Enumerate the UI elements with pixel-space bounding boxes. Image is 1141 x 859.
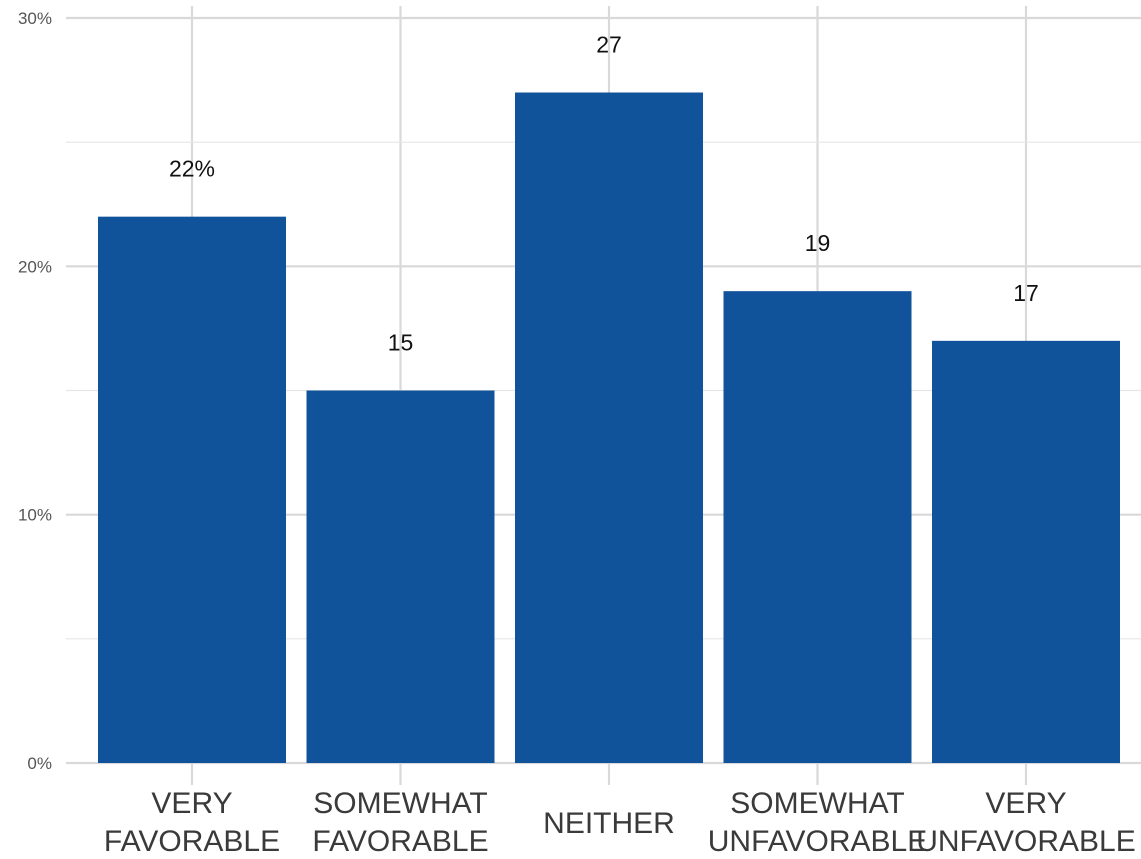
y-tick-label: 20% [18,257,52,276]
bar [306,390,495,763]
bar [723,291,912,763]
bar [98,216,286,763]
bars [98,92,1120,763]
x-tick-label: UNFAVORABLE [916,825,1136,858]
bar [932,340,1120,763]
x-tick-label: VERY [985,787,1066,820]
x-tick-label: FAVORABLE [104,825,280,858]
labels: 22% VERY FAVORABLE 15 SOMEWHAT FAVORABLE 27 NEI… [104,32,1136,859]
data-label: 19 [805,230,831,256]
bar [515,92,703,763]
x-tick-label: SOMEWHAT [730,787,904,820]
x-tick-label: VERY [151,787,232,820]
y-tick-label: 30% [18,9,52,28]
x-tick-label: SOMEWHAT [313,787,487,820]
x-tick-label: UNFAVORABLE [708,825,928,858]
data-label: 27 [596,32,622,58]
y-tick-label: 0% [27,754,52,773]
data-label: 15 [388,330,414,356]
y-tick-label: 10% [18,506,52,525]
data-label: 22% [169,156,215,182]
data-label: 17 [1013,280,1039,306]
x-tick-label: NEITHER [543,807,675,840]
axes: 0% 10% 20% 30% [18,9,52,773]
x-tick-label: FAVORABLE [312,825,488,858]
